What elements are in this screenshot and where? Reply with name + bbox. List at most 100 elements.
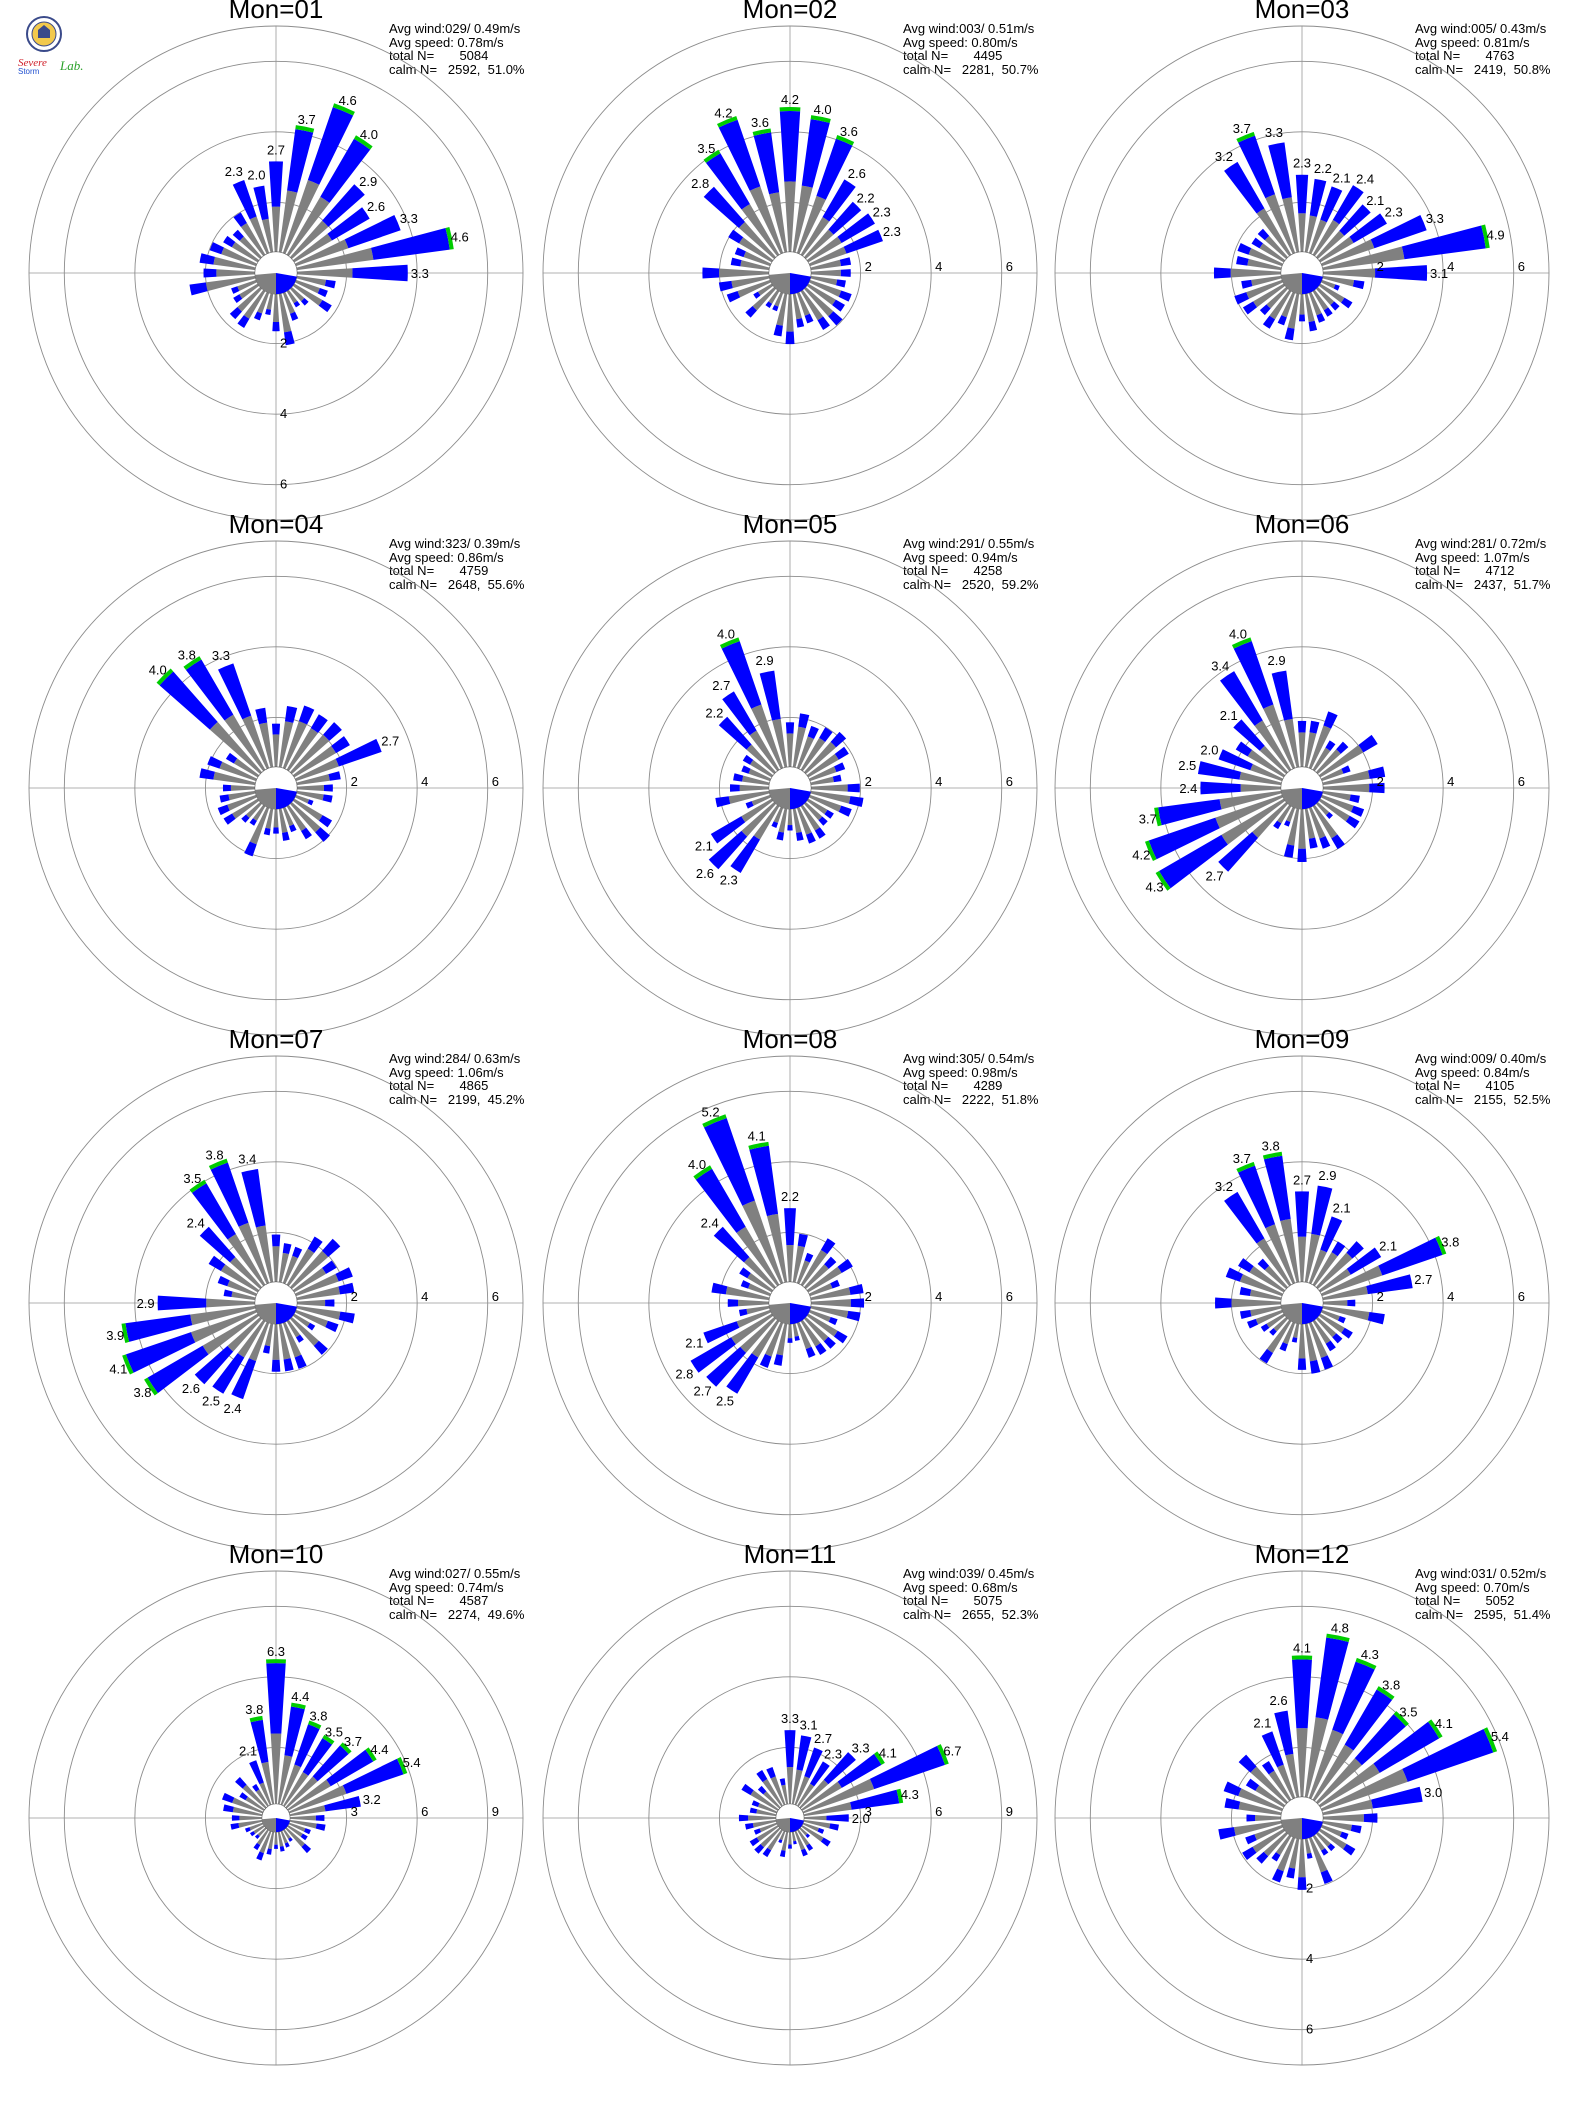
- bar-low: [287, 1779, 331, 1811]
- bar-low: [274, 1832, 278, 1845]
- bar-low: [800, 1249, 828, 1287]
- bar-label: 3.8: [178, 648, 196, 663]
- bar-low: [224, 714, 266, 772]
- bar-mid: [1233, 641, 1274, 709]
- bar-low: [770, 1776, 786, 1806]
- bar-mid: [272, 321, 280, 332]
- stat-avg-speed: Avg speed: 0.86m/s: [389, 549, 504, 565]
- stat-avg-speed: Avg speed: 1.06m/s: [389, 1064, 504, 1080]
- range-ring: [718, 716, 862, 860]
- bar-mid: [284, 1842, 290, 1848]
- bar-low: [1308, 1837, 1328, 1873]
- bar-low: [277, 1755, 293, 1805]
- bar-mid: [315, 827, 330, 842]
- bar-low: [1312, 289, 1329, 311]
- bar-mid: [185, 659, 234, 721]
- bar-low: [1318, 236, 1354, 263]
- bar-mid: [762, 1847, 772, 1858]
- bar-low: [1321, 1309, 1340, 1321]
- bar-mid: [233, 212, 247, 227]
- bar-low: [1256, 1238, 1292, 1287]
- bar-mid: [283, 1358, 294, 1372]
- bar-low: [803, 1819, 831, 1829]
- bar-low: [259, 1830, 272, 1854]
- bar-low: [809, 279, 842, 297]
- bar-mid: [837, 213, 875, 244]
- bar-low: [1219, 790, 1282, 810]
- bar-high: [266, 1659, 286, 1664]
- wind-rose-panel: Mon=01 Avg wind:029/ 0.49m/s Avg speed: 0.…: [16, 0, 536, 521]
- bar-mid: [338, 1282, 355, 1295]
- bar-label: 4.2: [714, 105, 732, 120]
- bar-mid: [1325, 1340, 1336, 1352]
- bar-mid: [703, 1321, 740, 1344]
- bar-mid: [796, 1735, 812, 1771]
- bar-label: 2.3: [1385, 205, 1403, 220]
- bar-mid: [274, 1844, 278, 1849]
- bar-mid: [824, 809, 834, 819]
- bar-label: 2.1: [685, 1336, 703, 1351]
- ring-label: 6: [1006, 259, 1013, 274]
- bar-high: [249, 1715, 263, 1723]
- stat-calm: calm N= 2155, 52.5%: [1415, 1091, 1551, 1107]
- bar-low: [209, 721, 262, 774]
- bar-label: 3.3: [212, 648, 230, 663]
- bar-low: [272, 1246, 280, 1282]
- range-ring: [1089, 575, 1515, 1001]
- bar-high: [332, 103, 355, 116]
- bar-mid: [253, 1842, 261, 1851]
- bar-low: [750, 1790, 779, 1811]
- bar-label: 2.7: [1293, 1172, 1311, 1187]
- stat-total: total N= 4289: [903, 1078, 1003, 1093]
- ring-label: 2: [865, 774, 872, 789]
- bar-mid: [1308, 320, 1318, 332]
- range-ring: [63, 1605, 489, 2031]
- bar-low: [283, 1771, 309, 1807]
- outer-ring: [542, 1055, 1038, 1551]
- bar-high: [937, 1744, 949, 1765]
- bar-low: [1323, 783, 1370, 793]
- bar-mid: [1311, 1185, 1333, 1236]
- bar-mid: [271, 723, 281, 735]
- stat-total: total N= 4105: [1415, 1078, 1515, 1093]
- bar-label: 2.1: [1379, 1238, 1397, 1253]
- bar-mid: [223, 813, 236, 825]
- bar-low: [278, 190, 298, 253]
- bar-mid: [315, 1823, 326, 1831]
- bar-high: [1236, 1161, 1255, 1173]
- bar-low: [1318, 1828, 1347, 1850]
- ring-label: 4: [421, 774, 428, 789]
- bar-low: [1318, 1313, 1345, 1333]
- bar-mid: [738, 1814, 749, 1822]
- bar-high: [353, 135, 373, 150]
- bar-low: [1233, 1820, 1282, 1836]
- bar-mid: [788, 1844, 792, 1849]
- bar-low: [1318, 1268, 1351, 1293]
- bar-mid: [1251, 237, 1263, 249]
- bar-low: [769, 192, 788, 253]
- bar-low: [786, 733, 794, 767]
- bar-low: [1266, 1313, 1286, 1328]
- bar-low: [776, 1323, 788, 1356]
- stat-avg-speed: Avg speed: 0.78m/s: [389, 34, 504, 50]
- bar-low: [1312, 1834, 1325, 1851]
- wind-rose-svg: 2.3 2.22.1 2.42.12.3 3.34.93.13.23.7 3.32 4 6: [1054, 25, 1550, 521]
- bar-low: [776, 293, 788, 326]
- ring-label: 4: [1447, 774, 1454, 789]
- bar-low: [1249, 1289, 1282, 1301]
- bar-mid: [244, 841, 257, 857]
- bar-mid: [210, 1162, 249, 1227]
- bar-high: [1355, 1657, 1377, 1670]
- bar-mid: [300, 1833, 308, 1841]
- bar-mid: [1236, 255, 1249, 266]
- bar-mid: [730, 257, 742, 267]
- bar-label: 2.7: [1414, 1272, 1432, 1287]
- bar-high: [1393, 1711, 1409, 1727]
- bar-low: [1321, 794, 1354, 812]
- bar-low: [1318, 1763, 1380, 1808]
- calm-wedge-grey: [775, 1818, 790, 1833]
- calm-wedge-blue: [790, 1818, 804, 1833]
- bar-mid: [756, 1770, 768, 1783]
- outer-ring: [28, 1570, 524, 2066]
- bar-label: 2.2: [857, 190, 875, 205]
